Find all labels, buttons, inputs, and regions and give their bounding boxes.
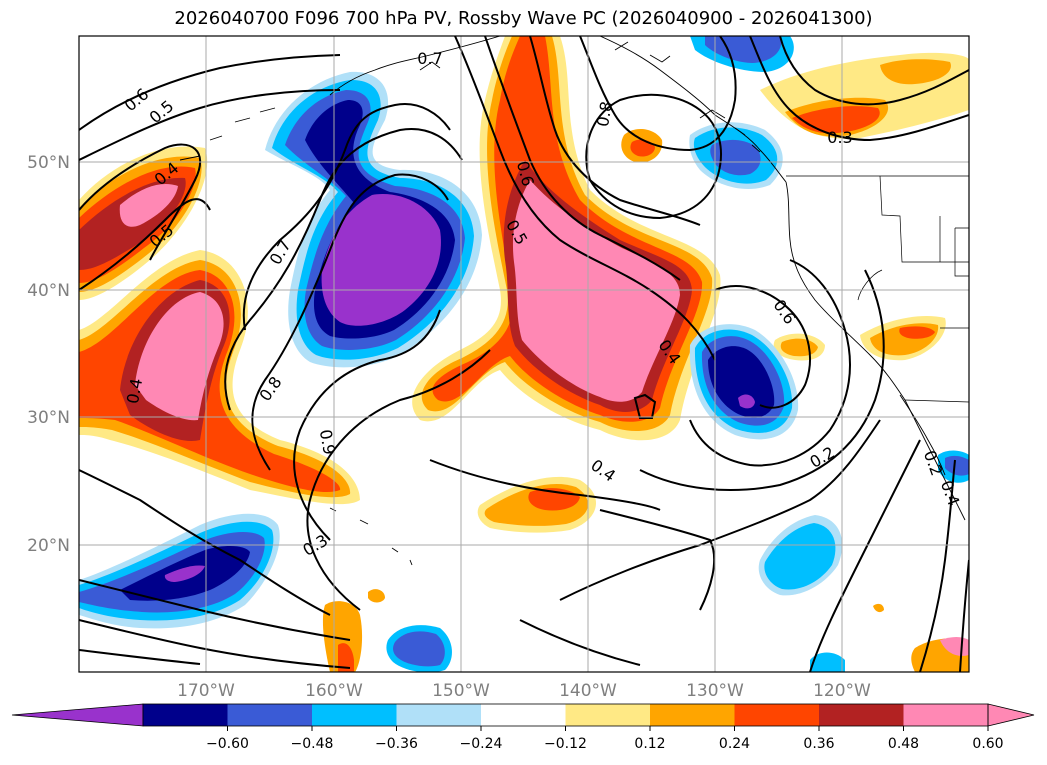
colorbar-tick-label: −0.24	[460, 736, 503, 752]
lon-label-120w: 120°W	[813, 681, 871, 701]
colorbar-segment	[227, 704, 313, 726]
colorbar-segment	[481, 704, 566, 726]
map-title: 2026040700 F096 700 hPa PV, Rossby Wave …	[174, 8, 873, 29]
colorbar-tick-label: 0.36	[803, 736, 834, 752]
map-frame	[78, 35, 970, 673]
colorbar-extend-low	[11, 703, 144, 727]
lon-label-140w: 140°W	[559, 681, 617, 701]
contour-label: 0.3	[827, 128, 852, 147]
colorbar-tick-label: −0.36	[375, 736, 418, 752]
contour-label: 0.4	[123, 377, 146, 405]
lat-label-30n: 30°N	[27, 408, 70, 428]
colorbar-segment	[565, 704, 651, 726]
colorbar-segment	[312, 704, 397, 726]
colorbar-tick-label: 0.12	[634, 736, 665, 752]
colorbar-tick-label: 0.48	[888, 736, 919, 752]
colorbar-segment	[819, 704, 904, 726]
political-borders	[786, 175, 969, 403]
colorbar-tick-label: −0.48	[291, 736, 334, 752]
colorbar-segment	[396, 704, 482, 726]
lat-label-20n: 20°N	[27, 536, 70, 556]
lat-label-50n: 50°N	[27, 153, 70, 173]
colorbar-segment	[143, 704, 228, 726]
contour-label: 0.7	[417, 49, 442, 68]
colorbar-segment	[903, 704, 989, 726]
colorbar-segment	[650, 704, 735, 726]
lon-label-150w: 150°W	[432, 681, 490, 701]
colorbar-tick-label: 0.24	[719, 736, 750, 752]
colorbar-tick-label: −0.60	[206, 736, 249, 752]
lon-label-130w: 130°W	[686, 681, 744, 701]
lat-label-40n: 40°N	[27, 281, 70, 301]
colorbar-extend-high	[987, 703, 1035, 727]
colorbar: −0.60 −0.48 −0.36 −0.24 −0.12 0.12 0.24 0.36 0.4…	[11, 703, 1035, 752]
colorbar-segment	[734, 704, 820, 726]
colorbar-tick-label: 0.60	[972, 736, 1003, 752]
colorbar-tick-label: −0.12	[544, 736, 587, 752]
pc-contours	[79, 36, 969, 672]
contour-label: 0.8	[593, 100, 616, 128]
gridlines	[79, 36, 969, 672]
contour-label: 0.9	[316, 428, 339, 456]
lon-label-160w: 160°W	[305, 681, 363, 701]
lon-label-170w: 170°W	[177, 681, 235, 701]
pv-shading	[79, 36, 969, 672]
